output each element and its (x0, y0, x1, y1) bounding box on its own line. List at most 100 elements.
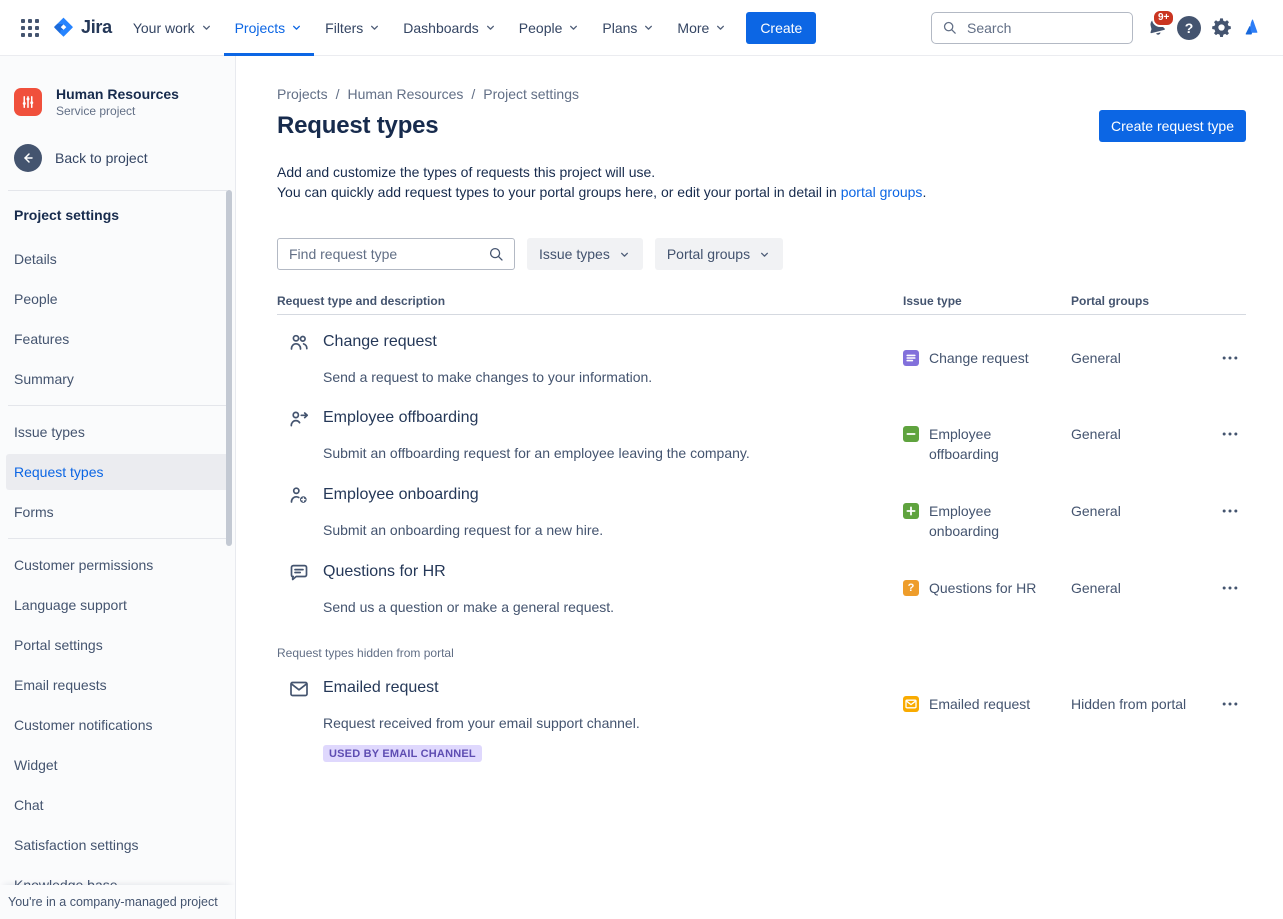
nav-item-dashboards[interactable]: Dashboards (392, 0, 508, 56)
chevron-down-icon (761, 252, 769, 257)
find-request-type-input[interactable] (287, 245, 487, 263)
app-switcher-button[interactable] (14, 10, 46, 46)
row-actions-button[interactable] (1214, 688, 1246, 720)
request-type-name[interactable]: Emailed request (323, 679, 439, 696)
sidebar-scrollbar[interactable] (226, 190, 232, 546)
sidebar-item-chat[interactable]: Chat (14, 797, 44, 813)
primary-nav: Your work Projects Filters Dashboards Pe… (122, 0, 738, 56)
chevron-down-icon (645, 25, 653, 30)
column-header-portal-groups: Portal groups (1071, 294, 1150, 308)
change-request-issue-icon (903, 350, 919, 366)
ellipsis-icon (1222, 356, 1238, 360)
settings-button[interactable] (1205, 10, 1237, 46)
portal-groups-dropdown[interactable]: Portal groups (654, 238, 784, 270)
sidebar-item-people[interactable]: People (14, 291, 58, 307)
request-type-name[interactable]: Employee onboarding (323, 486, 479, 503)
notifications-button[interactable]: 9+ (1141, 8, 1176, 46)
chevron-down-icon (620, 252, 628, 257)
request-type-name[interactable]: Questions for HR (323, 563, 446, 580)
envelope-icon (287, 677, 311, 701)
chevron-down-icon (717, 25, 725, 30)
used-by-email-channel-badge: USED BY EMAIL CHANNEL (323, 745, 482, 762)
breadcrumb-separator: / (335, 86, 340, 102)
nav-item-filters[interactable]: Filters (314, 0, 392, 56)
sidebar-item-summary[interactable]: Summary (14, 371, 74, 387)
row-actions-button[interactable] (1214, 495, 1246, 527)
help-icon: ? (1177, 15, 1201, 40)
sidebar-item-issue-types[interactable]: Issue types (14, 424, 85, 440)
portal-group-label: General (1071, 350, 1121, 366)
sidebar-item-request-types[interactable]: Request types (6, 454, 229, 490)
sidebar-item-portal-settings[interactable]: Portal settings (14, 637, 103, 653)
global-search-field[interactable] (931, 11, 1133, 44)
help-button[interactable]: ? (1173, 10, 1205, 46)
divider (8, 190, 227, 191)
email-issue-icon (903, 696, 919, 712)
create-button[interactable]: Create (746, 11, 817, 44)
nav-item-projects[interactable]: Projects (224, 0, 315, 56)
portal-group-label: Hidden from portal (1071, 696, 1187, 712)
portal-group-label: General (1071, 580, 1121, 596)
sidebar-item-satisfaction-settings[interactable]: Satisfaction settings (14, 837, 139, 853)
ellipsis-icon (1222, 702, 1238, 706)
app-switcher-icon (21, 18, 39, 37)
portal-group-label: General (1071, 503, 1121, 519)
page-description: Add and customize the types of requests … (277, 164, 927, 200)
sidebar-item-forms[interactable]: Forms (14, 504, 54, 520)
sidebar-heading: Project settings (14, 207, 120, 223)
top-navigation-bar: Jira Your work Projects Filters Dashboar… (0, 0, 1283, 56)
issue-types-dropdown[interactable]: Issue types (527, 238, 643, 270)
request-type-name[interactable]: Employee offboarding (323, 409, 479, 426)
global-search-input[interactable] (965, 18, 1123, 37)
column-header-issue-type: Issue type (903, 294, 962, 308)
sidebar-item-details[interactable]: Details (14, 251, 57, 267)
jira-logo[interactable]: Jira (52, 16, 112, 39)
filter-bar: Issue types Portal groups (277, 238, 1246, 270)
search-icon (489, 247, 503, 261)
page-header: Request types Create request type (277, 110, 1246, 142)
issue-type-label: Employee offboarding (929, 426, 999, 462)
sidebar-group-general: Details People Features Summary (0, 233, 235, 397)
sidebar-item-customer-notifications[interactable]: Customer notifications (14, 717, 153, 733)
row-actions-button[interactable] (1214, 418, 1246, 450)
nav-item-people[interactable]: People (508, 0, 592, 56)
row-actions-button[interactable] (1214, 572, 1246, 604)
sidebar-item-widget[interactable]: Widget (14, 757, 58, 773)
sidebar-group-issue-types: Issue types Request types Forms (0, 406, 235, 530)
sidebar-item-customer-permissions[interactable]: Customer permissions (14, 557, 154, 573)
breadcrumb-projects[interactable]: Projects (277, 86, 328, 102)
comment-icon (287, 561, 311, 585)
request-type-name[interactable]: Change request (323, 333, 437, 350)
table-row: Employee onboarding Submit an onboarding… (277, 468, 1246, 545)
project-header: Human Resources Service project (0, 56, 235, 118)
ellipsis-icon (1222, 509, 1238, 513)
hidden-section-label: Request types hidden from portal (277, 646, 454, 660)
breadcrumb-separator: / (471, 86, 476, 102)
project-settings-sidebar: Human Resources Service project Back to … (0, 56, 236, 919)
sidebar-item-features[interactable]: Features (14, 331, 70, 347)
portal-groups-link[interactable]: portal groups (840, 184, 923, 200)
breadcrumb: Projects / Human Resources / Project set… (277, 84, 1246, 104)
request-type-description: Submit an onboarding request for a new h… (323, 522, 604, 538)
nav-item-plans[interactable]: Plans (591, 0, 666, 56)
atlassian-app-button[interactable] (1237, 10, 1269, 46)
find-request-type-field[interactable] (277, 238, 515, 270)
sidebar-item-language-support[interactable]: Language support (14, 597, 127, 613)
project-name: Human Resources (56, 86, 179, 102)
nav-item-your-work[interactable]: Your work (122, 0, 224, 56)
table-row: Emailed request Request received from yo… (277, 661, 1246, 766)
table-row: Questions for HR Send us a question or m… (277, 545, 1246, 621)
ellipsis-icon (1222, 586, 1238, 590)
search-icon (943, 21, 956, 34)
back-to-project-button[interactable]: Back to project (14, 144, 148, 172)
project-avatar (14, 88, 42, 116)
sidebar-item-email-requests[interactable]: Email requests (14, 677, 107, 693)
breadcrumb-project-settings[interactable]: Project settings (483, 86, 580, 102)
create-request-type-button[interactable]: Create request type (1099, 110, 1246, 142)
issue-type-label: Emailed request (929, 696, 1031, 712)
request-type-description: Submit an offboarding request for an emp… (323, 445, 750, 461)
issue-type-label: Employee onboarding (929, 503, 1000, 539)
row-actions-button[interactable] (1214, 342, 1246, 374)
nav-item-more[interactable]: More (666, 0, 738, 56)
breadcrumb-human-resources[interactable]: Human Resources (347, 86, 464, 102)
